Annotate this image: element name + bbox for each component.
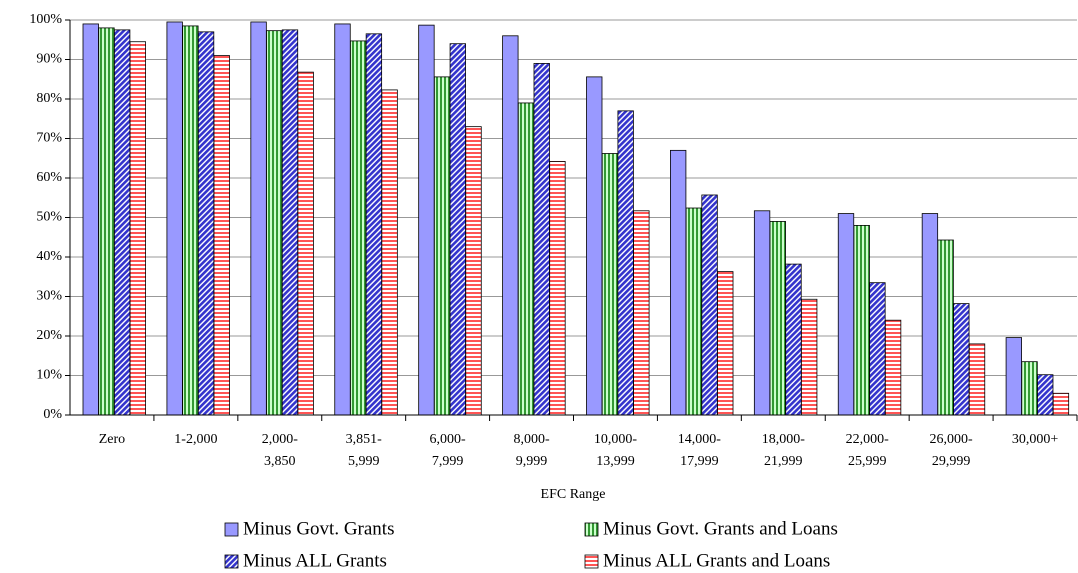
y-tick-label: 90%	[36, 52, 62, 67]
bar	[465, 126, 482, 416]
bar	[114, 29, 131, 416]
bar	[182, 25, 199, 416]
x-axis-label: EFC Range	[541, 487, 606, 502]
bar	[921, 213, 939, 416]
legend-label: Minus Govt. Grants	[243, 518, 394, 539]
bar	[418, 24, 435, 416]
bar	[517, 102, 535, 416]
bar	[884, 319, 902, 416]
bar	[433, 76, 451, 416]
x-tick-label: 2,000-3,850	[262, 432, 299, 469]
bar	[98, 27, 115, 416]
bar	[166, 21, 183, 416]
y-tick-label: 30%	[36, 289, 62, 304]
bar	[801, 298, 818, 416]
x-tick-label: 14,000-17,999	[678, 432, 722, 469]
y-tick-label: 80%	[36, 91, 62, 106]
x-tick-label: 6,000-7,999	[430, 432, 467, 469]
bar	[617, 110, 634, 416]
bar	[670, 149, 687, 416]
bar	[1021, 361, 1038, 416]
y-tick-label: 70%	[36, 131, 62, 146]
bar	[937, 239, 954, 416]
bar	[968, 343, 986, 416]
bar	[837, 213, 855, 416]
bar	[365, 33, 383, 416]
bar	[502, 35, 519, 416]
bar	[334, 23, 351, 416]
legend-swatch	[224, 522, 239, 537]
x-tick-label: 8,000-9,999	[513, 432, 550, 469]
bar	[685, 207, 703, 416]
bar	[601, 153, 619, 416]
bar	[549, 161, 566, 416]
y-tick-label: 50%	[36, 210, 62, 225]
y-tick-label: 20%	[36, 328, 62, 343]
bar	[785, 263, 802, 416]
bar	[953, 303, 970, 416]
bar	[82, 23, 99, 416]
bar	[1037, 374, 1054, 416]
bar	[297, 71, 314, 416]
bar	[633, 210, 650, 416]
bar	[281, 29, 299, 416]
bar	[266, 30, 283, 416]
x-tick-label: 22,000-25,999	[846, 432, 890, 469]
bar	[586, 76, 603, 416]
bar	[769, 221, 786, 416]
legend-swatch	[584, 554, 599, 569]
x-tick-label: 26,000-29,999	[930, 432, 974, 469]
x-tick-label: 1-2,000	[174, 432, 217, 447]
legend: Minus Govt. Grants Minus Govt. Grants and…	[224, 518, 838, 571]
bar	[1005, 337, 1022, 416]
bar	[753, 210, 771, 416]
bar	[250, 21, 267, 416]
bar	[449, 43, 466, 416]
x-tick-label: 10,000-13,999	[594, 432, 638, 469]
bar	[533, 63, 550, 416]
y-tick-label: 40%	[36, 249, 62, 264]
x-tick-label: 30,000+	[1012, 432, 1059, 447]
bar	[869, 282, 886, 416]
legend-swatch	[224, 554, 239, 569]
bar	[197, 31, 215, 416]
legend-label: Minus ALL Grants	[243, 550, 387, 571]
x-tick-label: Zero	[99, 432, 125, 447]
y-tick-label: 100%	[29, 12, 62, 27]
bar	[129, 41, 147, 416]
y-tick-label: 60%	[36, 170, 62, 185]
bar	[717, 271, 734, 416]
bar	[1052, 392, 1070, 416]
legend-swatch	[584, 522, 599, 537]
x-tick-label: 3,851-5,999	[346, 432, 383, 469]
bar	[381, 89, 398, 416]
bar	[701, 194, 718, 416]
bar	[853, 224, 870, 416]
x-tick-label: 18,000-21,999	[762, 432, 806, 469]
bar	[350, 40, 367, 416]
y-tick-label: 0%	[43, 407, 62, 422]
bar	[213, 55, 230, 416]
legend-label: Minus Govt. Grants and Loans	[603, 518, 838, 539]
y-tick-label: 10%	[36, 368, 62, 383]
legend-label: Minus ALL Grants and Loans	[603, 550, 830, 571]
